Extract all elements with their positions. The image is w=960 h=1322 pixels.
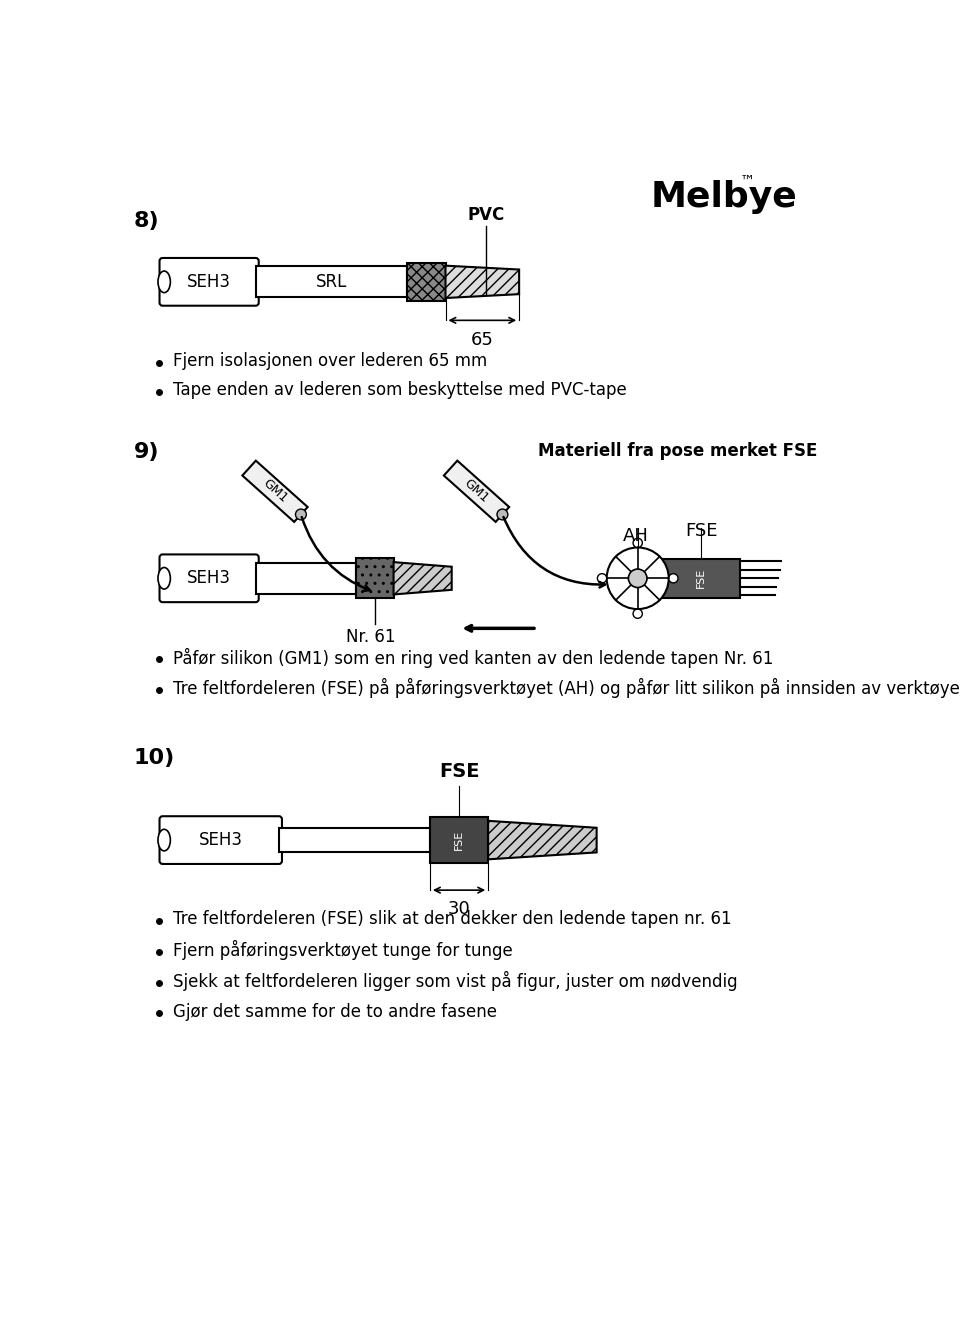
FancyBboxPatch shape (159, 258, 259, 305)
Text: PVC: PVC (468, 206, 505, 225)
Text: 8): 8) (134, 212, 159, 231)
Text: SEH3: SEH3 (187, 272, 231, 291)
Text: SEH3: SEH3 (199, 832, 243, 849)
Text: FSE: FSE (454, 830, 464, 850)
Text: Materiell fra pose merket FSE: Materiell fra pose merket FSE (539, 442, 818, 460)
Circle shape (629, 568, 647, 587)
Text: FSE: FSE (439, 761, 479, 781)
Circle shape (497, 509, 508, 520)
Bar (662, 559, 740, 598)
Text: Nr. 61: Nr. 61 (347, 628, 396, 646)
Text: Gjør det samme for de to andre fasene: Gjør det samme for de to andre fasene (173, 1003, 496, 1021)
Polygon shape (444, 460, 509, 522)
Circle shape (633, 538, 642, 547)
Text: 65: 65 (470, 330, 493, 349)
Bar (255, 267, 407, 297)
Polygon shape (394, 562, 452, 595)
FancyBboxPatch shape (159, 554, 259, 602)
Polygon shape (445, 266, 519, 297)
Circle shape (633, 609, 642, 619)
Text: GM1: GM1 (260, 477, 290, 505)
Text: 9): 9) (134, 442, 159, 461)
FancyBboxPatch shape (159, 816, 282, 865)
Bar (430, 817, 488, 863)
Text: Tape enden av lederen som beskyttelse med PVC-tape: Tape enden av lederen som beskyttelse me… (173, 382, 627, 399)
Bar (255, 563, 356, 594)
Text: FSE: FSE (685, 522, 717, 541)
Text: Påfør silikon (GM1) som en ring ved kanten av den ledende tapen Nr. 61: Påfør silikon (GM1) som en ring ved kant… (173, 648, 773, 668)
Ellipse shape (158, 271, 170, 292)
Bar (278, 828, 430, 853)
Text: Sjekk at feltfordeleren ligger som vist på figur, juster om nødvendig: Sjekk at feltfordeleren ligger som vist … (173, 970, 737, 992)
Text: Melbye: Melbye (651, 180, 798, 214)
Circle shape (296, 509, 306, 520)
Text: SEH3: SEH3 (187, 570, 231, 587)
Text: SRL: SRL (316, 272, 347, 291)
Text: ™: ™ (740, 175, 756, 189)
Text: GM1: GM1 (462, 477, 492, 505)
Text: 30: 30 (447, 900, 470, 919)
Text: Tre feltfordeleren (FSE) på påføringsverktøyet (AH) og påfør litt silikon på inn: Tre feltfordeleren (FSE) på påføringsver… (173, 678, 960, 698)
Text: Fjern isolasjonen over lederen 65 mm: Fjern isolasjonen over lederen 65 mm (173, 352, 487, 370)
Circle shape (669, 574, 678, 583)
Text: 10): 10) (134, 748, 175, 768)
Text: FSE: FSE (696, 568, 707, 588)
Ellipse shape (158, 829, 170, 851)
Circle shape (597, 574, 607, 583)
Text: Fjern påføringsverktøyet tunge for tunge: Fjern påføringsverktøyet tunge for tunge (173, 940, 513, 960)
Circle shape (607, 547, 669, 609)
Polygon shape (488, 821, 596, 859)
Text: Tre feltfordeleren (FSE) slik at den dekker den ledende tapen nr. 61: Tre feltfordeleren (FSE) slik at den dek… (173, 911, 732, 928)
Polygon shape (242, 460, 307, 522)
Text: AH: AH (623, 526, 649, 545)
Ellipse shape (158, 567, 170, 590)
Bar (407, 263, 445, 301)
Bar (356, 558, 394, 599)
